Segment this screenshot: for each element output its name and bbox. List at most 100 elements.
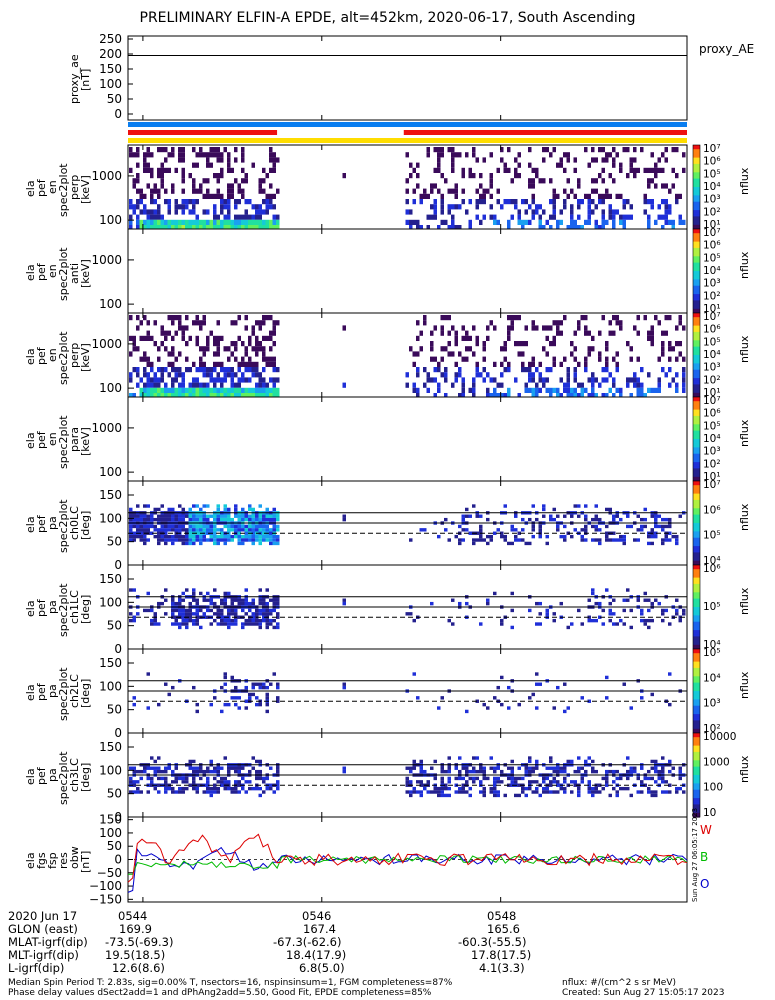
spectrogram-cell (640, 387, 644, 393)
colorbar-cell (693, 457, 700, 461)
spectrogram-cell (195, 315, 199, 321)
spectrogram-cell (195, 504, 199, 508)
colorbar-tick-label: 10² (703, 206, 721, 218)
spectrogram-cell (132, 524, 136, 529)
colorbar-cell (693, 632, 700, 635)
spectrogram-cell (461, 776, 465, 781)
spectrogram-cell (216, 393, 220, 399)
colorbar-cell (693, 628, 700, 631)
spectrogram-cell (160, 528, 164, 532)
spectrogram-cell (472, 387, 476, 393)
spectrogram-cell (143, 524, 147, 529)
spectrogram-cell (493, 769, 497, 774)
spectrogram-cell (181, 514, 185, 518)
spectrogram-cell (412, 382, 416, 388)
spectrogram-cell (612, 162, 616, 168)
spectrogram-cell (528, 219, 532, 225)
spectrogram-cell (657, 382, 661, 388)
spectrogram-cell (643, 393, 647, 399)
spectrogram-cell (465, 790, 469, 794)
colorbar-cell (693, 653, 700, 656)
spectrogram-cell (451, 622, 455, 626)
colorbar-cell (693, 537, 700, 541)
spectrogram-cell (549, 783, 553, 787)
spectrogram-cell (601, 167, 605, 173)
spectrogram-cell (482, 367, 486, 373)
spectrogram-cell (192, 382, 196, 388)
spectrogram-cell (643, 209, 647, 215)
footer-glon-label: GLON (east) (8, 922, 78, 936)
colorbar-cell (693, 329, 700, 333)
spectrogram-cell (213, 790, 217, 794)
spectrogram-cell (255, 534, 259, 539)
spectrogram-cell (129, 147, 133, 153)
spectrogram-cell (227, 622, 231, 626)
spectrogram-cell (612, 377, 616, 383)
spectrogram-cell (178, 219, 182, 225)
spectrogram-cell (230, 528, 234, 532)
spectrogram-cell (535, 367, 539, 373)
spectrogram-cell (129, 214, 133, 220)
spectrogram-cell (643, 622, 647, 626)
colorbar-tick-label: 10⁷ (703, 311, 721, 323)
spectrogram-cell (185, 219, 189, 225)
spectrogram-ylabel-line: [deg] (79, 510, 92, 540)
spectrogram-cell (570, 351, 574, 357)
spectrogram-cell (629, 393, 633, 399)
fgm-tick-label: 0 (114, 853, 122, 867)
spectrogram-cell (601, 147, 605, 153)
spectrogram-cell (342, 769, 346, 774)
spectrogram-cell (626, 214, 630, 220)
spectrogram-cell (461, 528, 465, 532)
spectrogram-cell (510, 325, 514, 331)
spectrogram-cell (538, 361, 542, 367)
spectrogram-cell (601, 608, 605, 613)
spectrogram-cell (234, 608, 238, 613)
spectrogram-cell (577, 769, 581, 774)
spectrogram-cell (248, 524, 252, 529)
spectrogram-cell (251, 618, 255, 623)
spectrogram-cell (178, 325, 182, 331)
spectrogram-cell (272, 320, 276, 326)
spectrogram-cell (528, 766, 532, 770)
spectrogram-cell (489, 786, 493, 791)
spectrogram-cell (160, 387, 164, 393)
colorbar-cell (693, 306, 700, 310)
spectrogram-cell (556, 528, 560, 532)
spectrogram-cell (580, 622, 584, 626)
spectrogram-cell (580, 315, 584, 321)
spectrogram-cell (468, 335, 472, 341)
spectrogram-cell (206, 157, 210, 163)
spectrogram-cell (594, 225, 598, 231)
spectrogram-cell (563, 524, 567, 529)
fgm-series-b (127, 855, 688, 875)
spectrogram-cell (486, 706, 490, 710)
spectrogram-cell (157, 147, 161, 153)
spectrogram-cell (150, 780, 154, 784)
spectrogram-cell (535, 393, 539, 399)
spectrogram-cell (181, 225, 185, 231)
colorbar-cell (693, 583, 700, 587)
spectrogram-cell (129, 517, 133, 522)
spectrogram-cell (514, 199, 518, 205)
spectrogram-cell (227, 183, 231, 189)
colorbar-cell (693, 775, 700, 778)
spectrogram-cell (594, 528, 598, 532)
spectrogram-cell (430, 330, 434, 336)
spectrogram-cell (237, 188, 241, 194)
spectrogram-cell (188, 615, 192, 619)
spectrogram-cell (545, 608, 549, 613)
colorbar-cell (693, 699, 700, 703)
spectrogram-cell (496, 188, 500, 194)
spectrogram-cell (265, 204, 269, 210)
spectrogram-cell (192, 598, 196, 602)
spectrogram-cell (552, 780, 556, 784)
spectrogram-cell (605, 780, 609, 784)
spectrogram-cell (248, 225, 252, 231)
spectrogram-cell (552, 790, 556, 794)
spectrogram-cell (465, 780, 469, 784)
colorbar-cell (693, 495, 700, 499)
colorbar-tick-label: 10⁵ (703, 601, 721, 613)
spectrogram-cell (178, 534, 182, 539)
spectrogram-cell (272, 790, 276, 794)
